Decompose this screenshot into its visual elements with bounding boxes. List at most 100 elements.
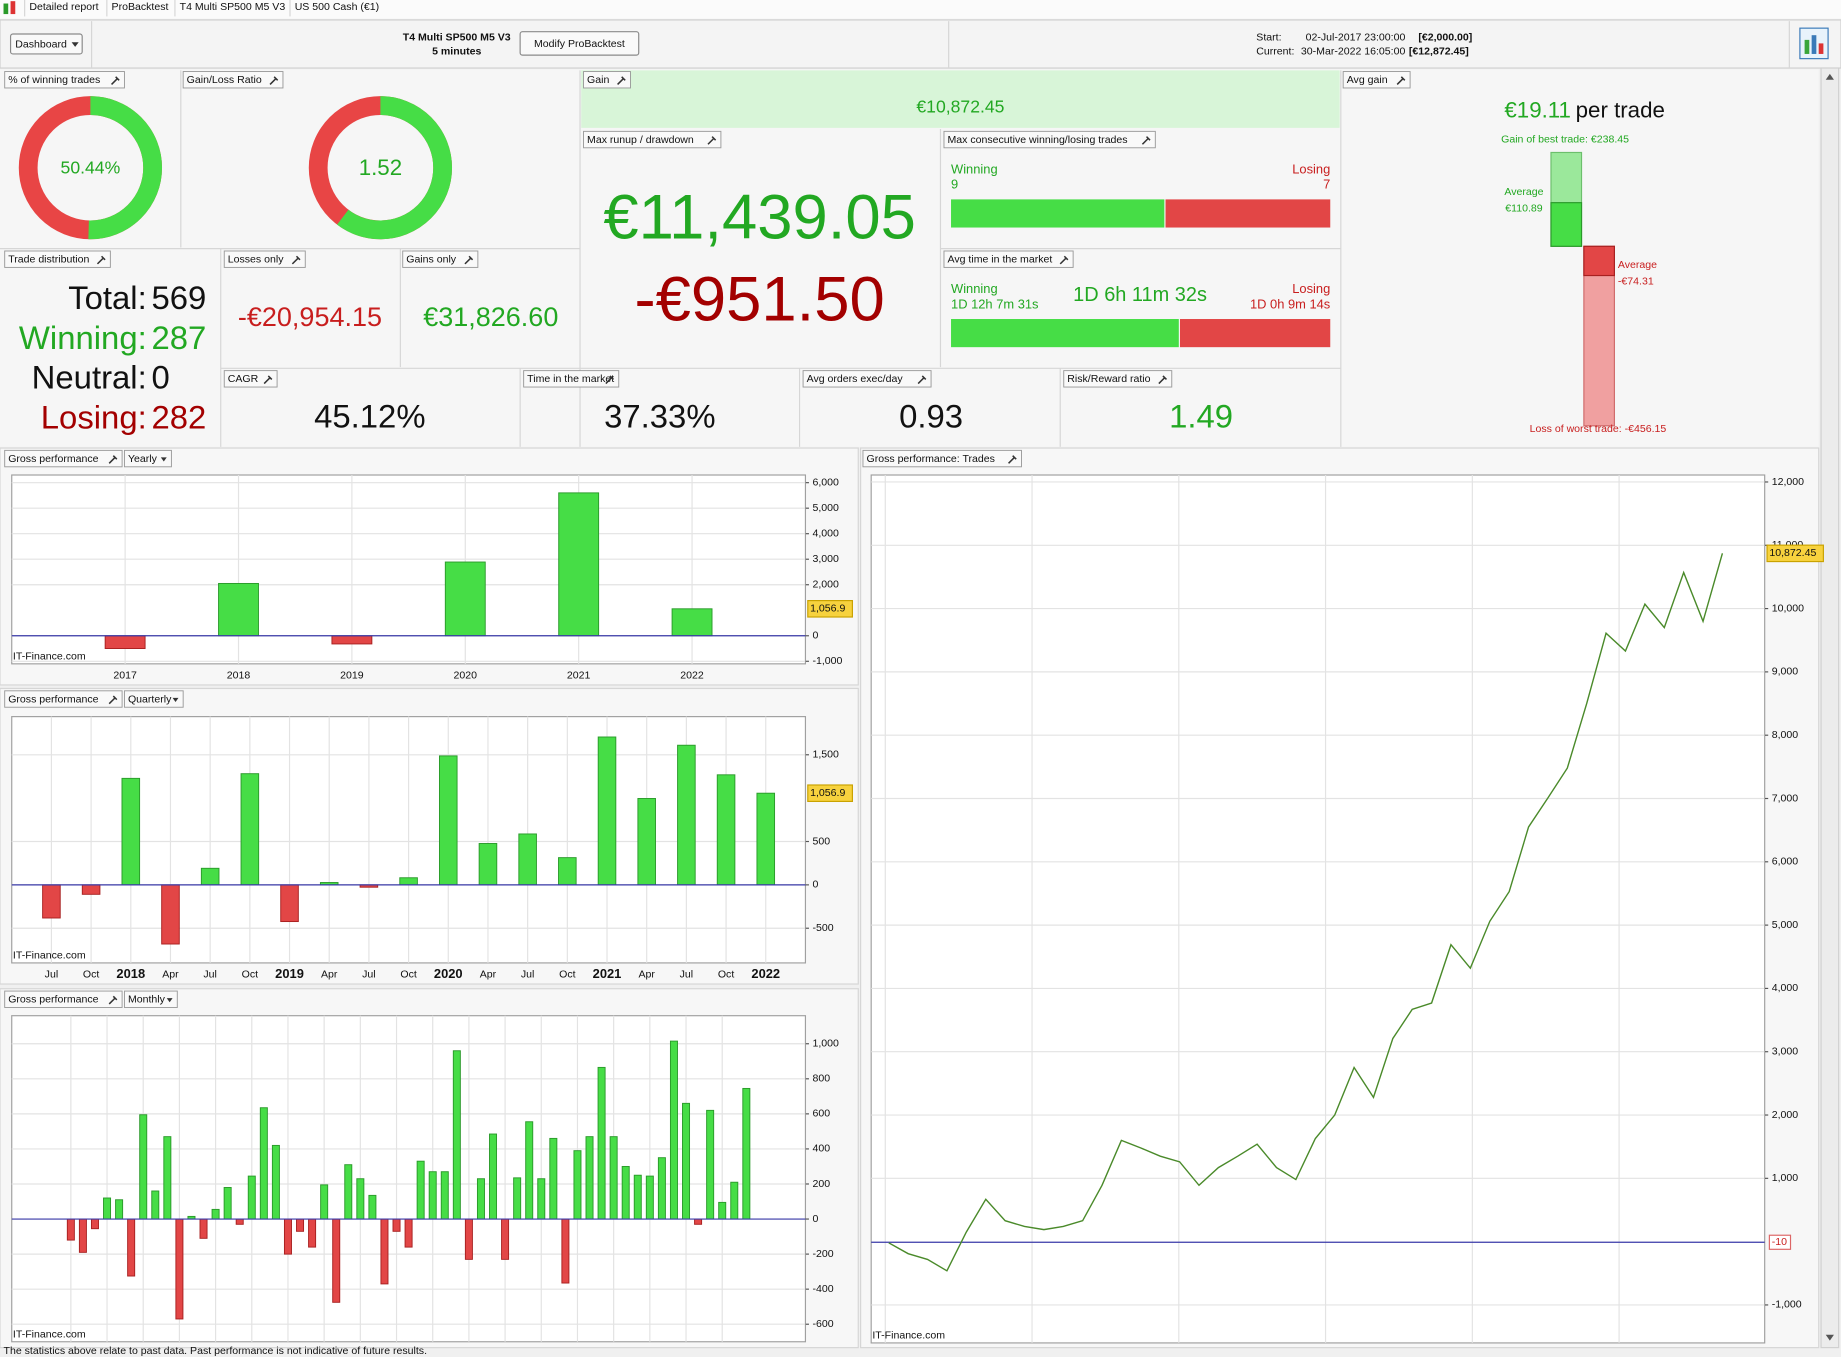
winning-bar xyxy=(951,199,1165,228)
wrench-icon[interactable] xyxy=(1396,76,1406,85)
wrench-icon[interactable] xyxy=(617,76,626,85)
dropdown-arrow xyxy=(172,697,179,702)
last-value-box xyxy=(807,600,853,618)
y-tick-label: -400 xyxy=(812,1283,833,1295)
bar xyxy=(669,1040,678,1220)
bar xyxy=(356,1178,365,1220)
bar xyxy=(513,1177,522,1220)
period-dropdown[interactable] xyxy=(123,690,184,708)
bar xyxy=(115,1199,124,1220)
plot-area xyxy=(870,474,1766,1344)
report-icon-part xyxy=(1811,35,1817,54)
bar xyxy=(645,1175,654,1220)
bar xyxy=(104,635,146,649)
overall-time: 1D 6h 11m 32s xyxy=(1073,284,1207,306)
dashboard-button[interactable] xyxy=(9,33,83,55)
bar xyxy=(478,843,498,886)
bar xyxy=(440,1171,449,1220)
bar xyxy=(518,833,537,886)
wrench-icon[interactable] xyxy=(269,76,279,85)
wrench-icon[interactable] xyxy=(1008,455,1017,464)
bar xyxy=(706,1109,715,1220)
average-win-label: Average xyxy=(1504,186,1543,198)
toolbar xyxy=(0,19,1841,69)
average-loss-bar xyxy=(1583,245,1615,277)
watermark: IT-Finance.com xyxy=(13,950,86,962)
separators xyxy=(0,70,1342,447)
worst-trade-label: Loss of worst trade: -€456.15 xyxy=(1530,423,1667,435)
widget-title: Avg gain xyxy=(1347,74,1388,86)
widget-header xyxy=(1063,370,1173,388)
start-date: 02-Jul-2017 23:00:00 xyxy=(1306,31,1406,43)
x-tick-label: Oct xyxy=(400,968,416,980)
bar xyxy=(200,867,220,886)
widget-title: Gain/Loss Ratio xyxy=(187,74,262,86)
y-tick-label: 6,000 xyxy=(1772,856,1799,868)
bar xyxy=(368,1194,377,1220)
bar xyxy=(694,1218,703,1225)
bar xyxy=(331,635,373,645)
winning-label: Winning xyxy=(951,161,998,176)
y-tick-label: -200 xyxy=(812,1248,833,1260)
wrench-icon[interactable] xyxy=(917,375,927,385)
bar xyxy=(573,1150,582,1220)
x-tick-label: Jul xyxy=(680,968,693,980)
wrench-icon[interactable] xyxy=(1158,375,1168,385)
wrench-icon[interactable] xyxy=(108,995,118,1005)
wrench-icon[interactable] xyxy=(108,695,118,705)
losing-time: 1D 0h 9m 14s xyxy=(1250,296,1330,311)
avg-gain-value: €19.11 xyxy=(1504,97,1571,122)
modify-button[interactable] xyxy=(519,31,640,56)
bar xyxy=(597,1066,606,1220)
bar xyxy=(537,1178,546,1220)
wrench-icon[interactable] xyxy=(263,375,273,385)
bar xyxy=(151,1190,160,1220)
y-tick-label: -600 xyxy=(812,1318,833,1330)
bar xyxy=(121,777,141,886)
bar xyxy=(558,492,600,637)
losing-label: Losing xyxy=(1292,281,1330,296)
wrench-icon[interactable] xyxy=(108,455,118,464)
wrench-icon[interactable] xyxy=(1141,136,1151,145)
max-runup: €11,439.05 xyxy=(603,182,916,252)
average-loss-value: -€74.31 xyxy=(1618,275,1654,287)
x-tick-label: 2018 xyxy=(227,669,251,681)
button-label: Modify ProBacktest xyxy=(534,38,625,50)
bar xyxy=(637,798,656,886)
wrench-icon[interactable] xyxy=(291,255,301,265)
strategy-name: T4 Multi SP500 M5 V3 xyxy=(403,31,511,43)
bar xyxy=(452,1050,461,1220)
scrollbar[interactable] xyxy=(1820,67,1840,1349)
best-trade-label: Gain of best trade: €238.45 xyxy=(1501,133,1629,145)
widget-title: CAGR xyxy=(228,373,259,385)
y-tick-label: 2,000 xyxy=(812,579,839,591)
gains-value: €31,826.60 xyxy=(423,302,558,332)
y-tick-label: 3,000 xyxy=(812,553,839,565)
wrench-icon[interactable] xyxy=(1059,255,1069,265)
widget-title: Gain xyxy=(587,74,609,86)
wrench-icon[interactable] xyxy=(605,375,615,385)
period-dropdown[interactable] xyxy=(123,449,172,468)
period-dropdown[interactable] xyxy=(123,990,178,1008)
losing-value: 7 xyxy=(1323,177,1330,192)
losing-bar xyxy=(1165,199,1331,228)
wrench-icon[interactable] xyxy=(111,76,120,85)
wrench-icon[interactable] xyxy=(707,136,717,145)
y-tick-label: 1,500 xyxy=(812,749,839,761)
losses-value: -€20,954.15 xyxy=(238,302,382,332)
worst-trade-bar xyxy=(1583,245,1615,427)
bar xyxy=(476,1178,485,1220)
bar xyxy=(677,744,696,886)
period-label: Monthly xyxy=(128,994,166,1006)
bar xyxy=(525,1121,534,1220)
wrench-icon[interactable] xyxy=(464,255,474,265)
y-tick-label: 0 xyxy=(812,630,818,642)
wrench-icon[interactable] xyxy=(96,255,106,265)
bar xyxy=(671,608,713,637)
bar xyxy=(742,1087,751,1220)
bar xyxy=(416,1160,425,1220)
last-value-label: 1,056.9 xyxy=(810,603,845,615)
x-tick-label: 2020 xyxy=(454,669,478,681)
widget-header xyxy=(943,130,1156,149)
avg-orders-value: 0.93 xyxy=(899,397,963,434)
